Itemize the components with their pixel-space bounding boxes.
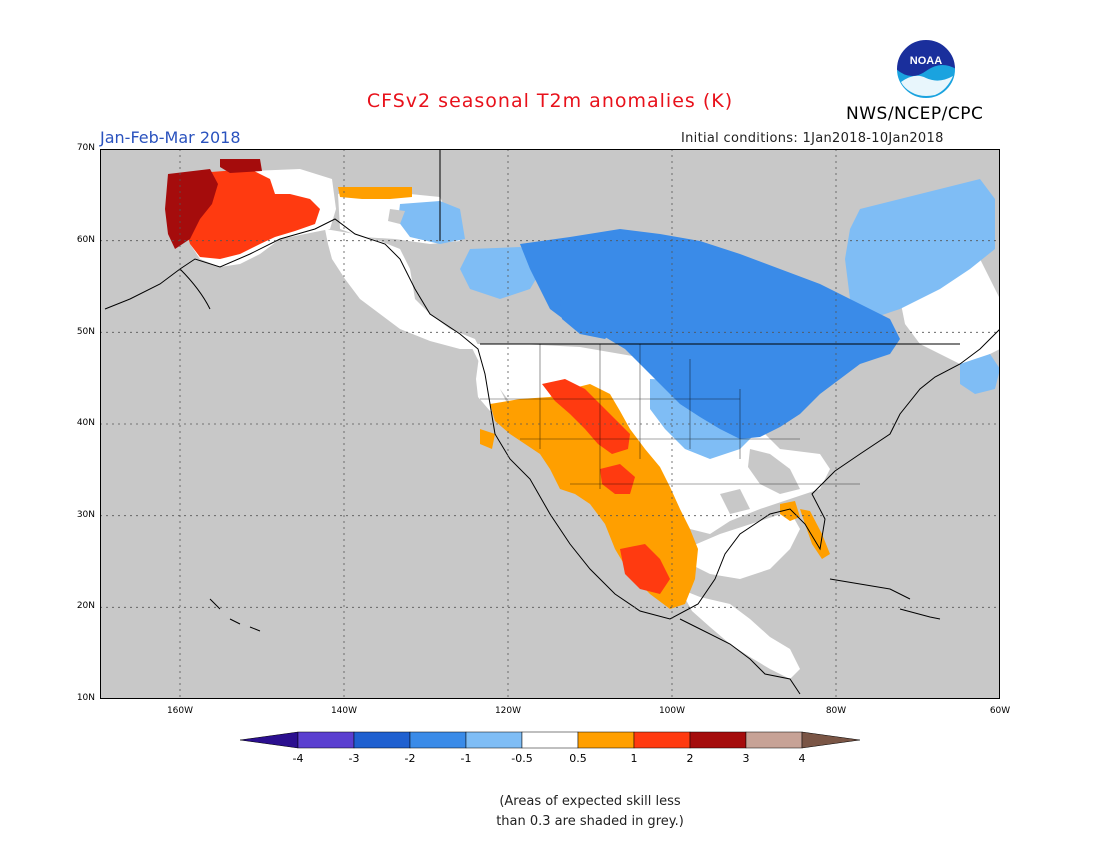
logo-text: NOAA [910, 55, 942, 67]
colorbar-tick-label: 2 [686, 752, 694, 765]
state-lines [480, 344, 860, 489]
lon-label: 160W [166, 706, 194, 716]
colorbar-tick-label: 3 [742, 752, 750, 765]
colorbar-bin [745, 731, 803, 749]
map-frame [100, 149, 1000, 699]
no-skill-patches [388, 209, 800, 514]
warm-medium-areas [182, 169, 670, 594]
warm-dark-areas [165, 159, 262, 249]
lat-label: 30N [76, 510, 95, 520]
colorbar-tick-label: -0.5 [511, 752, 533, 765]
lat-label: 20N [76, 601, 95, 611]
initial-conditions: Initial conditions: 1Jan2018-10Jan2018 [681, 131, 944, 146]
colorbar-tick-label: -2 [404, 752, 416, 765]
lon-label: 100W [658, 706, 686, 716]
colorbar-bin [465, 731, 523, 749]
colorbar-bin [577, 731, 635, 749]
colorbar [240, 731, 860, 749]
colorbar-bin [521, 731, 579, 749]
colorbar-arrow-low [240, 731, 299, 749]
noaa-logo: NOAA [895, 38, 957, 100]
lat-label: 10N [76, 693, 95, 703]
agency-label: NWS/NCEP/CPC [846, 104, 984, 124]
skill-note-line: than 0.3 are shaded in grey.) [496, 814, 684, 829]
colorbar-bin [297, 731, 355, 749]
colorbar-tick-label: -1 [460, 752, 472, 765]
lat-label: 50N [76, 327, 95, 337]
gridlines [100, 149, 1000, 699]
lon-label: 120W [494, 706, 522, 716]
skill-note: (Areas of expected skill less than 0.3 a… [440, 792, 740, 832]
colorbar-tick-label: 1 [630, 752, 638, 765]
coastlines [104, 149, 1000, 695]
lon-label: 60W [989, 706, 1011, 716]
cool-medium-areas [520, 229, 900, 439]
lat-label: 40N [76, 418, 95, 428]
lat-label: 70N [76, 143, 95, 153]
colorbar-bin [689, 731, 747, 749]
colorbar-arrow-high [801, 731, 860, 749]
lon-label: 80W [825, 706, 847, 716]
colorbar-tick-label: -4 [292, 752, 304, 765]
colorbar-bin [633, 731, 691, 749]
anomaly-map [100, 149, 1000, 699]
colorbar-tick-label: 4 [798, 752, 806, 765]
colorbar-tick-label: 0.5 [569, 752, 587, 765]
forecast-period: Jan-Feb-Mar 2018 [100, 128, 241, 147]
colorbar-bin [409, 731, 467, 749]
lat-label: 60N [76, 235, 95, 245]
colorbar-bin [353, 731, 411, 749]
chart-title: CFSv2 seasonal T2m anomalies (K) [366, 90, 734, 112]
lon-label: 140W [330, 706, 358, 716]
skill-note-line: (Areas of expected skill less [499, 794, 681, 809]
colorbar-tick-label: -3 [348, 752, 360, 765]
